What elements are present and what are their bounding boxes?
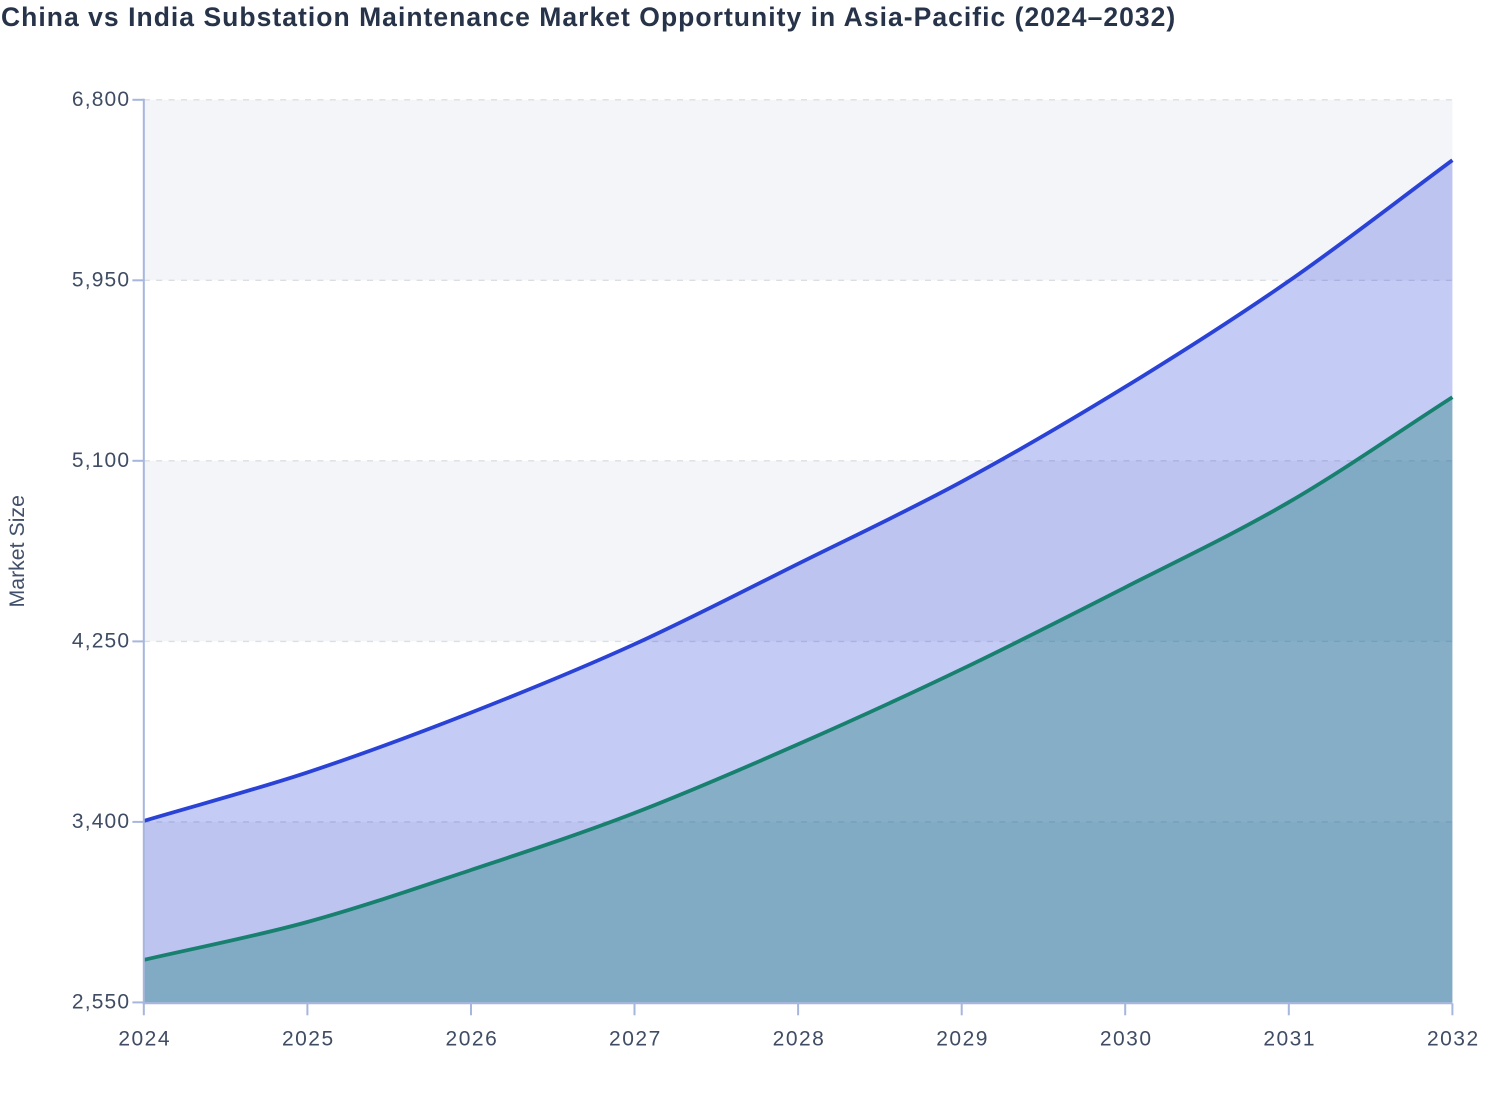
svg-text:2026: 2026 bbox=[446, 1027, 499, 1050]
svg-text:2031: 2031 bbox=[1263, 1027, 1316, 1050]
svg-text:2032: 2032 bbox=[1427, 1027, 1480, 1050]
svg-text:5,950: 5,950 bbox=[72, 268, 130, 291]
svg-text:5,100: 5,100 bbox=[72, 449, 130, 472]
svg-text:2029: 2029 bbox=[936, 1027, 989, 1050]
svg-text:6,800: 6,800 bbox=[72, 88, 130, 111]
svg-text:2025: 2025 bbox=[282, 1027, 335, 1050]
svg-text:4,250: 4,250 bbox=[72, 630, 130, 653]
svg-text:China vs India Substation Main: China vs India Substation Maintenance Ma… bbox=[1, 2, 1176, 32]
svg-text:2028: 2028 bbox=[773, 1027, 826, 1050]
svg-text:3,400: 3,400 bbox=[72, 810, 130, 833]
svg-text:2027: 2027 bbox=[609, 1027, 662, 1050]
svg-text:2030: 2030 bbox=[1100, 1027, 1153, 1050]
svg-text:2,550: 2,550 bbox=[72, 991, 130, 1014]
svg-text:Market Size: Market Size bbox=[5, 495, 29, 607]
svg-text:2024: 2024 bbox=[118, 1027, 171, 1050]
